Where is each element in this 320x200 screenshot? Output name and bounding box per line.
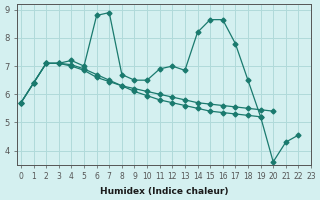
X-axis label: Humidex (Indice chaleur): Humidex (Indice chaleur) [100, 187, 228, 196]
